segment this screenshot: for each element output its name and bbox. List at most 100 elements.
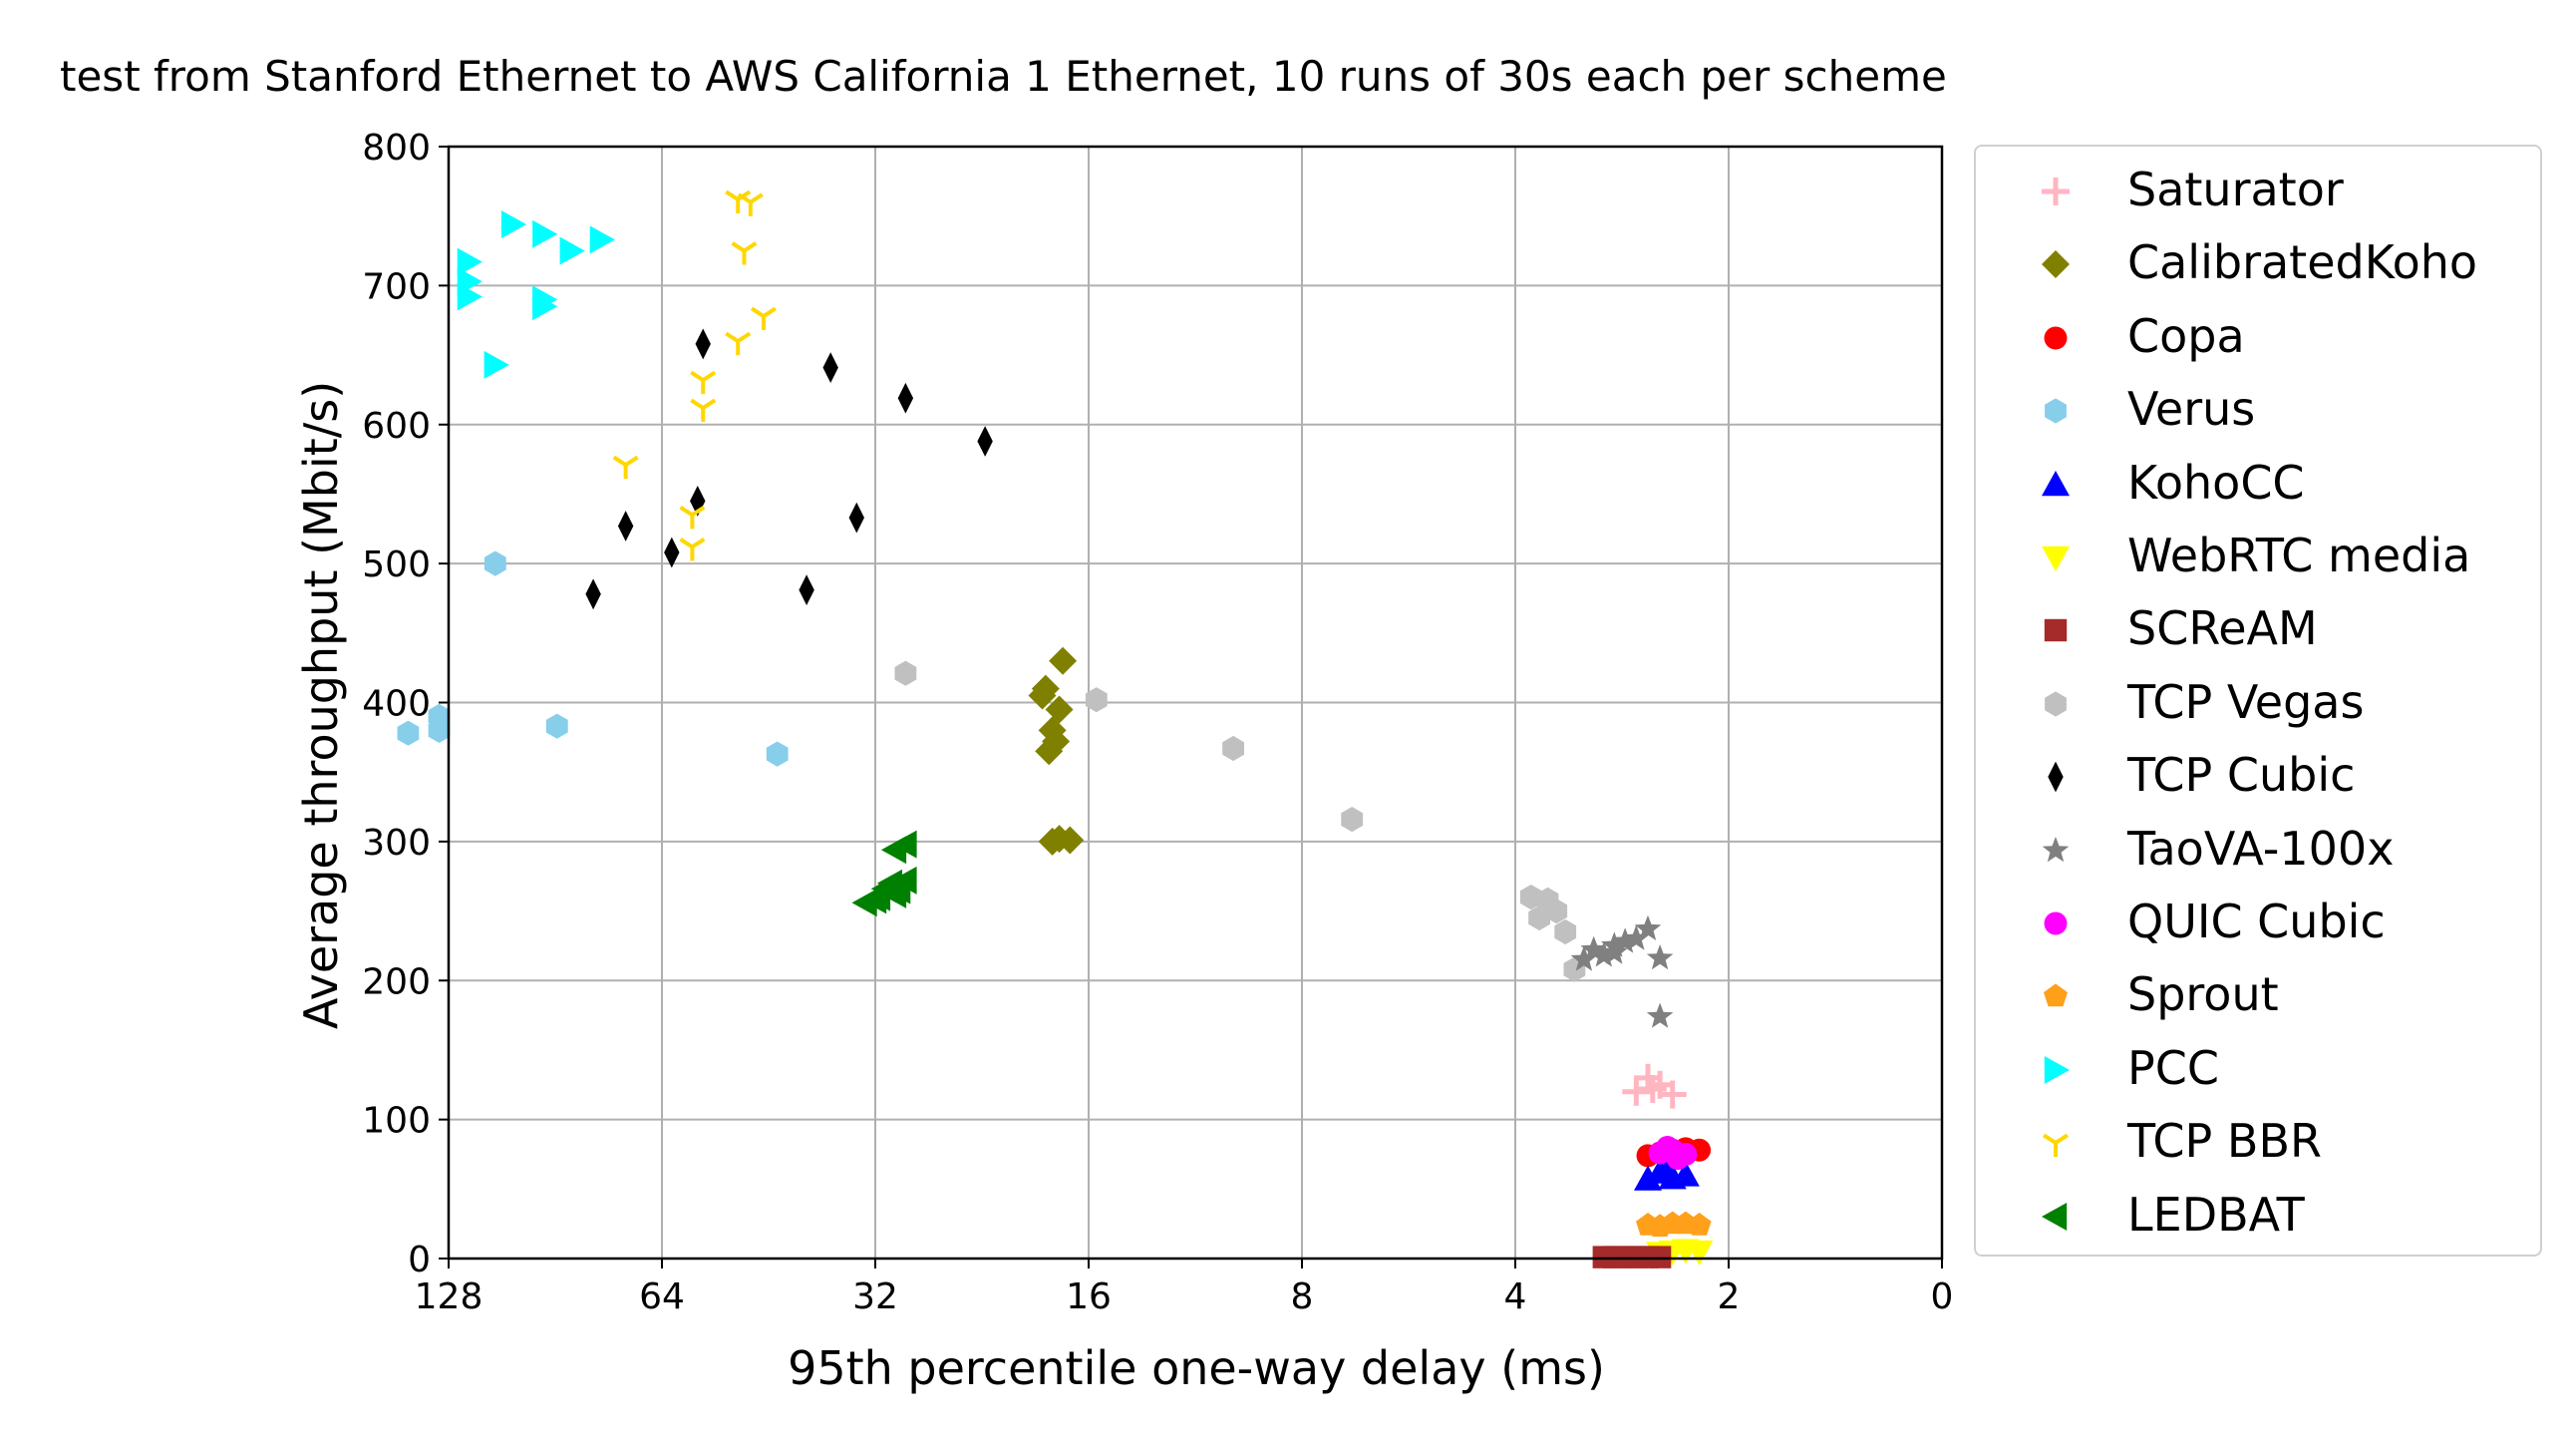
point-calibratedkoho: [1056, 826, 1085, 855]
y-tick-label: 200: [362, 961, 431, 1002]
legend-item-tcp-bbr: TCP BBR: [1976, 1106, 2540, 1179]
point-taova-100x: [1611, 927, 1639, 953]
point-scream: [1613, 1246, 1637, 1268]
legend-label: LEDBAT: [2127, 1187, 2305, 1242]
point-verus: [428, 703, 451, 729]
legend-label: TCP Vegas: [2127, 674, 2365, 729]
point-tcp-cubic: [585, 578, 601, 610]
point-tcp-vegas: [1554, 918, 1577, 945]
point-verus: [397, 720, 420, 746]
point-pcc: [457, 282, 483, 311]
legend-item-calibratedkoho: CalibratedKoho: [1976, 227, 2540, 300]
point-tcp-cubic: [799, 574, 814, 606]
point-tcp-bbr: [679, 538, 706, 561]
point-calibratedkoho: [1042, 727, 1071, 756]
x-tick-label: 64: [639, 1276, 685, 1317]
legend-marker: [2044, 326, 2068, 350]
legend-item-scream: SCReAM: [1976, 593, 2540, 666]
legend-label: WebRTC media: [2127, 529, 2471, 582]
point-tcp-cubic: [695, 328, 711, 360]
legend-item-taova-100x: TaoVA-100x: [1976, 814, 2540, 887]
point-pcc: [532, 292, 558, 321]
legend-item-pcc: PCC: [1976, 1033, 2540, 1106]
legend-item-webrtc-media: WebRTC media: [1976, 521, 2540, 593]
legend-item-verus: Verus: [1976, 374, 2540, 447]
legend-label: Copa: [2127, 308, 2245, 363]
x-tick-label: 8: [1291, 1276, 1314, 1317]
point-taova-100x: [1634, 914, 1662, 940]
legend-marker: [2042, 178, 2070, 205]
point-tcp-cubic: [897, 382, 914, 414]
point-pcc: [483, 350, 509, 379]
x-tick-label: 2: [1718, 1276, 1741, 1317]
point-tcp-bbr: [737, 192, 764, 216]
legend-item-tcp-vegas: TCP Vegas: [1976, 667, 2540, 740]
point-tcp-vegas: [894, 660, 917, 686]
point-pcc: [559, 236, 585, 265]
point-calibratedkoho: [1049, 646, 1078, 675]
legend-marker: [2045, 398, 2067, 424]
legend-item-sprout: Sprout: [1976, 959, 2540, 1032]
point-verus: [545, 713, 568, 739]
y-tick-label: 500: [362, 544, 431, 585]
legend-label: PCC: [2127, 1040, 2219, 1095]
legend-marker-tcp-vegas: [2045, 691, 2067, 717]
legend-label: TCP BBR: [2127, 1114, 2322, 1169]
legend-marker: [2048, 761, 2064, 793]
legend-marker-pcc: [2044, 1055, 2070, 1084]
point-scream: [1648, 1246, 1672, 1268]
point-ledbat: [885, 876, 911, 904]
point-taova-100x: [1590, 941, 1618, 967]
point-tcp-bbr: [690, 370, 717, 395]
legend-marker: [2042, 545, 2070, 571]
point-verus: [766, 741, 789, 767]
legend-marker-verus: [2045, 398, 2067, 424]
legend-item-kohocc: KohoCC: [1976, 448, 2540, 521]
point-ledbat: [864, 883, 891, 911]
point-tcp-cubic: [690, 486, 706, 517]
point-tcp-vegas: [1222, 735, 1244, 762]
legend-marker-sprout: [2044, 983, 2068, 1007]
legend-marker-quic-cubic: [2044, 911, 2068, 935]
legend-marker-ledbat: [2042, 1202, 2068, 1231]
point-pcc: [457, 247, 483, 276]
y-tick-label: 700: [362, 266, 431, 307]
legend-label: Saturator: [2127, 163, 2344, 216]
point-tcp-cubic: [977, 426, 993, 457]
legend-item-tcp-cubic: TCP Cubic: [1976, 740, 2540, 813]
point-tcp-cubic: [617, 511, 634, 542]
point-ledbat: [880, 836, 907, 865]
legend-marker: [2042, 1202, 2068, 1231]
point-tcp-vegas: [1519, 885, 1542, 910]
y-tick-label: 600: [362, 406, 431, 447]
point-tcp-vegas: [1545, 899, 1568, 924]
y-tick-label: 400: [362, 684, 431, 725]
data-points: [397, 189, 1714, 1268]
point-tcp-vegas: [1528, 904, 1550, 931]
legend-label: TaoVA-100x: [2127, 821, 2395, 876]
legend-label: SCReAM: [2127, 601, 2318, 656]
point-tcp-vegas: [1085, 687, 1108, 713]
point-kohocc: [1633, 1165, 1662, 1191]
y-axis-label: Average throughput (Mbit/s): [294, 380, 348, 1030]
legend-item-quic-cubic: QUIC Cubic: [1976, 887, 2540, 959]
point-calibratedkoho: [1038, 827, 1067, 856]
point-tcp-bbr: [750, 306, 777, 331]
legend-marker: [2042, 250, 2070, 279]
point-tcp-vegas: [1341, 807, 1364, 833]
y-tick-label: 0: [408, 1240, 431, 1280]
legend-marker-calibratedkoho: [2042, 250, 2070, 279]
point-sprout: [1673, 1211, 1698, 1235]
legend-label: Sprout: [2127, 967, 2279, 1022]
legend-marker-webrtc-media: [2042, 545, 2070, 571]
x-tick-label: 32: [852, 1276, 898, 1317]
point-tcp-bbr: [731, 241, 758, 265]
legend-item-saturator: Saturator: [1976, 155, 2540, 227]
legend-marker-taova-100x: [2042, 836, 2070, 862]
y-tick-label: 100: [362, 1101, 431, 1142]
point-quic-cubic: [1666, 1147, 1690, 1171]
legend-label: TCP Cubic: [2127, 748, 2356, 803]
legend-marker-tcp-bbr: [2043, 1133, 2069, 1158]
point-taova-100x: [1570, 945, 1598, 971]
